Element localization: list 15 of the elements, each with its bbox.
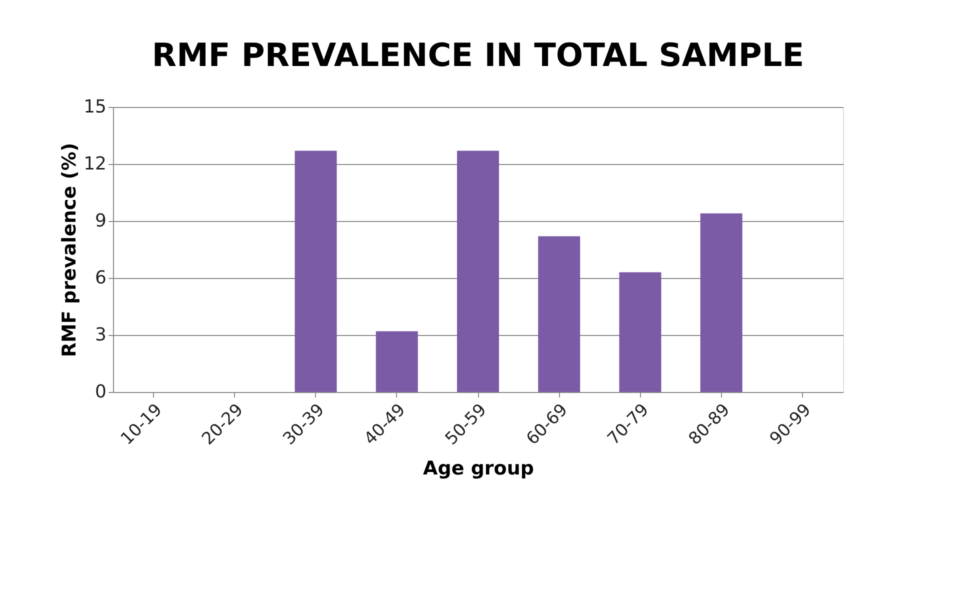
y-tick-label: 9: [95, 210, 106, 232]
bar: [376, 331, 418, 392]
y-tick-label: 12: [84, 154, 106, 174]
bar: [538, 236, 580, 392]
bar: [294, 150, 337, 392]
chart-title: RMF PREVALENCE IN TOTAL SAMPLE: [152, 36, 804, 74]
bar: [457, 150, 499, 392]
bar: [619, 272, 662, 392]
y-tick-label: 6: [95, 268, 106, 288]
y-axis-title: RMF prevalence (%): [58, 142, 81, 358]
bar: [700, 213, 742, 392]
y-tick-label: 15: [84, 96, 106, 118]
x-axis-title: Age group: [423, 458, 534, 480]
y-tick-label: 3: [95, 324, 106, 346]
y-tick-label: 0: [95, 382, 106, 402]
